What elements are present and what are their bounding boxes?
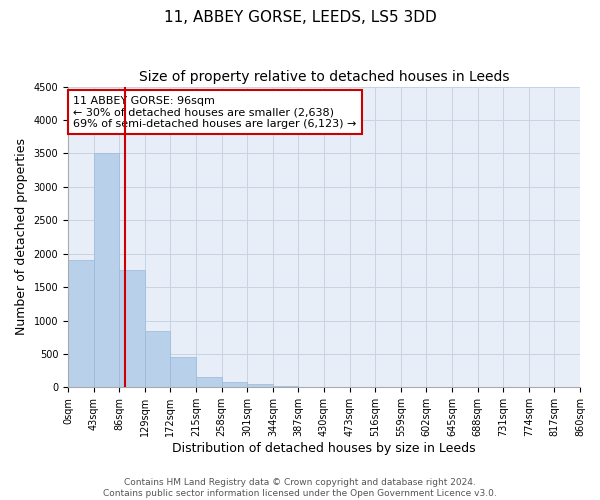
Bar <box>196 378 221 388</box>
Text: 11 ABBEY GORSE: 96sqm
← 30% of detached houses are smaller (2,638)
69% of semi-d: 11 ABBEY GORSE: 96sqm ← 30% of detached … <box>73 96 356 129</box>
Bar <box>68 260 94 388</box>
Bar <box>273 386 298 388</box>
Y-axis label: Number of detached properties: Number of detached properties <box>15 138 28 336</box>
Text: Contains HM Land Registry data © Crown copyright and database right 2024.
Contai: Contains HM Land Registry data © Crown c… <box>103 478 497 498</box>
Text: 11, ABBEY GORSE, LEEDS, LS5 3DD: 11, ABBEY GORSE, LEEDS, LS5 3DD <box>164 10 436 25</box>
Bar <box>119 270 145 388</box>
Bar <box>298 386 324 388</box>
Bar <box>221 382 247 388</box>
Bar <box>247 384 273 388</box>
X-axis label: Distribution of detached houses by size in Leeds: Distribution of detached houses by size … <box>172 442 476 455</box>
Bar <box>145 330 170 388</box>
Title: Size of property relative to detached houses in Leeds: Size of property relative to detached ho… <box>139 70 509 84</box>
Bar <box>170 358 196 388</box>
Bar <box>94 154 119 388</box>
